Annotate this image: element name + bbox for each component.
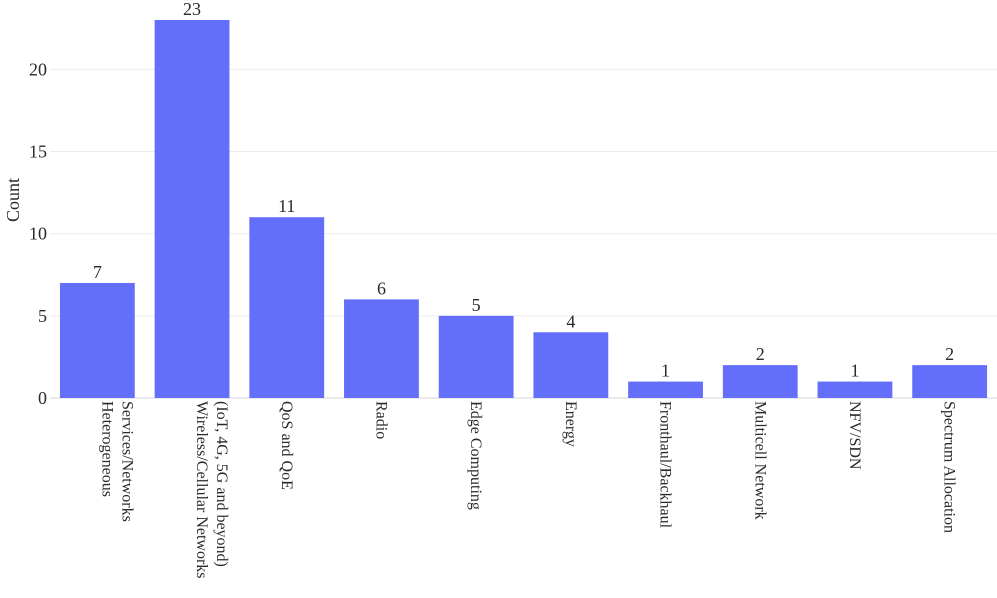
x-tick-label: Energy (562, 401, 579, 447)
x-tick-label: Edge Computing (467, 401, 484, 510)
x-tick-label-line: Services/Networks (118, 401, 135, 522)
x-tick-label: NFV/SDN (846, 401, 863, 470)
data-label: 6 (377, 278, 386, 298)
x-tick-label: QoS and QoE (278, 401, 295, 490)
data-label: 1 (850, 361, 859, 381)
bar (722, 365, 798, 398)
bar (438, 315, 514, 398)
data-label: 5 (472, 295, 481, 315)
data-label: 2 (756, 344, 765, 364)
x-tick-label-line: Energy (562, 401, 579, 447)
x-tick-label: Multicell Network (751, 401, 768, 520)
bar (628, 381, 703, 398)
x-tick-label: Wireless/Cellular Networks (IoT, 4G, 5G a… (193, 401, 230, 579)
y-tick-label: 20 (29, 59, 47, 79)
x-axis-categories: Heterogeneous Services/Networks Wireless/C… (98, 401, 957, 579)
bar (154, 20, 230, 398)
bar (249, 217, 325, 398)
bars (59, 20, 988, 398)
x-tick-label: Fronthaul/Backhaul (657, 401, 674, 529)
data-labels: 7 23 11 6 5 4 1 2 1 2 (93, 0, 954, 381)
y-tick-label: 10 (29, 224, 47, 244)
data-label: 23 (183, 0, 201, 19)
data-label: 1 (661, 361, 670, 381)
x-tick-label-line: Wireless/Cellular Networks (193, 401, 210, 579)
x-tick-label: Radio (372, 401, 389, 439)
x-tick-label-line: (IoT, 4G, 5G and beyond) (213, 401, 230, 567)
x-tick-label-line: Edge Computing (467, 401, 484, 510)
x-tick-label-line: Heterogeneous (98, 401, 115, 497)
x-tick-label-line: Multicell Network (751, 401, 768, 520)
y-tick-label: 15 (29, 141, 47, 161)
y-tick-label: 0 (38, 388, 47, 408)
x-tick-label-line: NFV/SDN (846, 401, 863, 470)
x-tick-label-line: Radio (372, 401, 389, 439)
x-tick-label-line: Spectrum Allocation (941, 401, 958, 533)
bar (344, 299, 419, 398)
x-tick-label-line: QoS and QoE (278, 401, 295, 490)
x-tick-label-line: Fronthaul/Backhaul (657, 401, 674, 529)
y-axis-ticks: 0 5 10 15 20 (29, 59, 47, 408)
bar (59, 282, 135, 398)
x-tick-label: Spectrum Allocation (941, 401, 958, 533)
y-axis-title: Count (3, 178, 23, 222)
y-tick-label: 5 (38, 306, 47, 326)
x-tick-label: Heterogeneous Services/Networks (98, 401, 135, 522)
data-label: 7 (93, 262, 102, 282)
bar (817, 381, 893, 398)
bar (912, 365, 988, 398)
data-label: 2 (945, 344, 954, 364)
bar (533, 332, 609, 398)
data-label: 11 (278, 196, 295, 216)
data-label: 4 (566, 311, 575, 331)
